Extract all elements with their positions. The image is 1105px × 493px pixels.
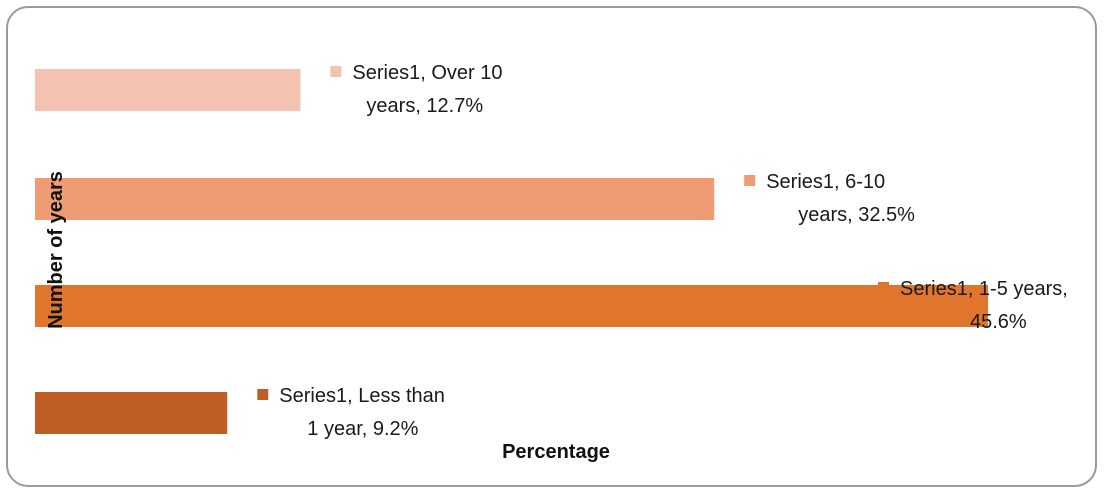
label-marker-3 [878,282,889,293]
label-marker-1 [330,66,342,77]
data-labels-layer: Series1, Over 10 years, 12.7% Series1, 6-1… [257,62,1068,440]
data-label-4-line-1: Series1, Less than [279,385,445,407]
data-label-1-line-1: Series1, Over 10 [352,62,502,84]
x-axis-title: Percentage [502,441,610,463]
data-label-2-line-2: years, 32.5% [798,204,915,226]
label-marker-4 [257,389,269,400]
bar-4 [35,392,228,434]
y-axis-title: Number of years [45,171,67,329]
data-label-3-line-1: Series1, 1-5 years, [900,278,1068,300]
bar-2 [35,178,715,220]
data-label-4-line-2: 1 year, 9.2% [307,418,418,440]
data-label-3-line-2: 45.6% [970,311,1027,333]
data-label-1-line-2: years, 12.7% [366,95,483,117]
data-label-2-line-1: Series1, 6-10 [766,171,885,193]
bar-1 [35,69,301,111]
bar-3 [35,285,988,327]
label-marker-2 [744,175,756,186]
bars-layer [35,69,988,434]
